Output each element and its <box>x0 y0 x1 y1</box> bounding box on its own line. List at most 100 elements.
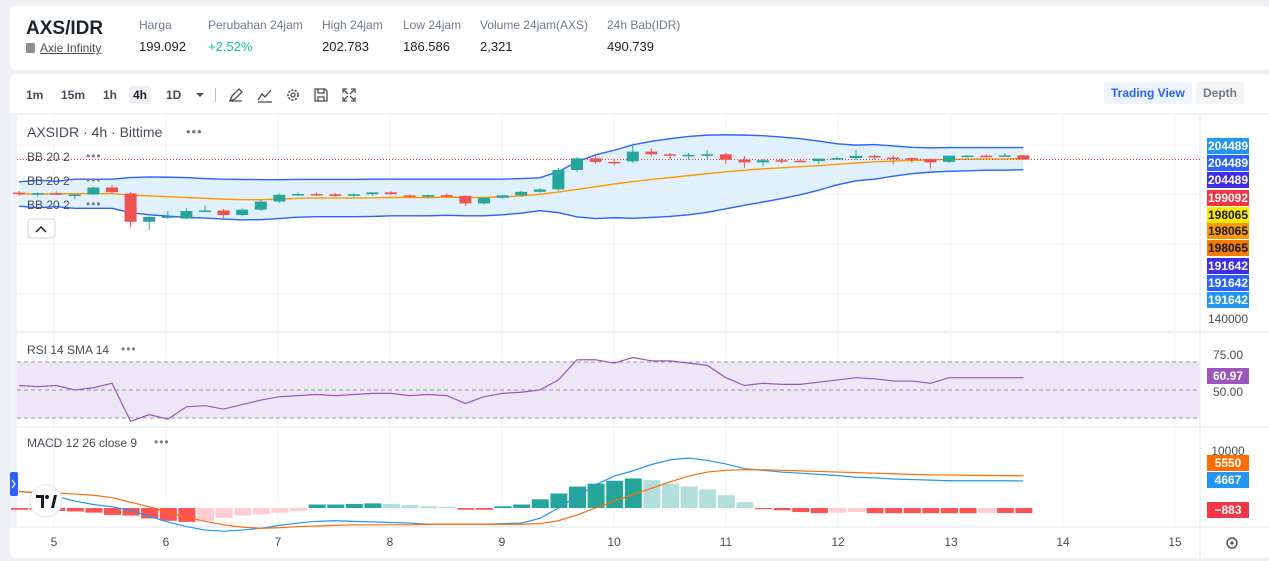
side-panel-toggle[interactable] <box>10 472 18 496</box>
macd-panel <box>11 457 1033 532</box>
settings-icon[interactable] <box>285 87 301 103</box>
macd-histogram-bar <box>1015 508 1033 514</box>
timeframe-4h[interactable]: 4h <box>129 86 152 104</box>
candle <box>738 155 751 168</box>
candle-series <box>13 143 1030 230</box>
candle <box>589 154 602 165</box>
candle-body <box>794 160 807 163</box>
rsi-legend: RSI 14 SMA 14 <box>27 343 109 357</box>
macd-histogram-bar <box>922 508 940 514</box>
candle <box>87 186 100 196</box>
legend-more-button[interactable]: ••• <box>186 124 203 139</box>
candle <box>403 194 416 197</box>
macd-histogram-bar <box>680 486 698 508</box>
chevron-right-icon <box>11 479 16 489</box>
macd-histogram-bar <box>959 508 977 514</box>
price-label: 191642 <box>1208 259 1248 273</box>
save-icon[interactable] <box>313 87 329 103</box>
macd-histogram-bar <box>457 508 475 510</box>
bb-more-button-2[interactable]: ••• <box>86 173 102 187</box>
macd-label-box <box>1207 472 1249 488</box>
price-scale[interactable]: 204489 204489 204489 199092 198065 198065 1980… <box>1207 138 1249 518</box>
candle <box>924 158 937 169</box>
bb-more-button-3[interactable]: ••• <box>86 197 102 211</box>
macd-histogram-bar <box>717 495 735 508</box>
candle <box>775 158 788 164</box>
time-axis[interactable]: 5 6 7 8 9 10 11 12 13 14 15 <box>51 535 1182 549</box>
collapse-legend-button[interactable] <box>27 218 56 239</box>
rsi-line <box>18 356 1024 423</box>
candle <box>905 157 918 163</box>
macd-label: 5550 <box>1215 456 1242 470</box>
candle-body <box>775 160 788 162</box>
bb-more-button-1[interactable]: ••• <box>86 149 102 163</box>
stat-2: High 24jam 202.783 <box>322 18 383 54</box>
toolbar-divider <box>215 88 216 102</box>
bollinger-bands <box>17 134 1200 221</box>
candle-body <box>943 155 955 162</box>
candle-body <box>236 209 249 216</box>
time-tick: 5 <box>51 535 58 549</box>
macd-histogram-bar <box>345 503 363 508</box>
candle <box>980 154 993 158</box>
fullscreen-icon[interactable] <box>341 87 357 103</box>
macd-more-button[interactable]: ••• <box>154 435 170 449</box>
stat-5: 24h Bab(IDR) 490.739 <box>607 18 680 54</box>
macd-histogram-bar <box>271 508 289 513</box>
price-tick: 140000 <box>1208 312 1248 326</box>
macd-histogram-bar <box>66 508 84 512</box>
pen-icon[interactable] <box>228 87 244 103</box>
time-tick: 15 <box>1168 535 1182 549</box>
stat-value: 199.092 <box>139 39 186 54</box>
candle <box>850 149 862 160</box>
price-label: 204489 <box>1208 156 1248 170</box>
chart-panel[interactable]: 1m 15m 1h 4h 1D Trading View Depth 20448… <box>10 74 1269 558</box>
time-tick: 6 <box>163 535 170 549</box>
macd-histogram-bar <box>438 506 456 508</box>
trading-view-button[interactable]: Trading View <box>1104 82 1192 104</box>
bb-legend-1: BB 20 2 <box>27 150 70 164</box>
timeframe-15m[interactable]: 15m <box>61 88 86 102</box>
candle-body <box>273 194 286 202</box>
stat-label: Perubahan 24jam <box>208 18 303 32</box>
candle <box>254 200 267 211</box>
rsi-value-box <box>1207 368 1249 384</box>
rsi-panel <box>17 356 1200 423</box>
time-tick: 9 <box>499 535 506 549</box>
price-label-box <box>1207 223 1249 239</box>
candle <box>1017 154 1030 160</box>
book-icon <box>26 43 35 53</box>
candle-body <box>998 155 1011 157</box>
candle <box>366 192 379 196</box>
macd-histogram-bar <box>699 489 717 508</box>
candle <box>180 208 193 220</box>
candle <box>757 159 769 167</box>
candle <box>478 197 490 205</box>
indicator-icon[interactable] <box>257 87 273 103</box>
macd-histogram-bar <box>178 508 196 522</box>
candlestick-chart[interactable]: 204489 204489 204489 199092 198065 198065 1980… <box>10 74 1269 558</box>
candle-body <box>589 158 602 162</box>
timeframe-1m[interactable]: 1m <box>26 88 44 102</box>
candle-body <box>905 158 918 160</box>
timeframe-1d[interactable]: 1D <box>166 88 182 102</box>
candle <box>608 158 621 166</box>
macd-histogram-bar <box>606 480 624 508</box>
macd-histogram-bar <box>252 508 270 515</box>
depth-button[interactable]: Depth <box>1196 82 1244 104</box>
chevron-up-icon <box>35 226 47 233</box>
chart-settings-button[interactable] <box>1226 537 1238 549</box>
macd-histogram-bar <box>308 504 326 508</box>
candle-body <box>887 157 900 160</box>
macd-label: 4667 <box>1215 473 1242 487</box>
rsi-more-button[interactable]: ••• <box>121 342 137 356</box>
candle-body <box>645 151 658 155</box>
coin-name-link[interactable]: Axie Infinity <box>26 41 101 55</box>
macd-histogram-bar <box>903 508 921 514</box>
chevron-down-icon[interactable] <box>192 87 208 103</box>
timeframe-1h[interactable]: 1h <box>103 88 118 102</box>
macd-histogram-bar <box>290 508 307 511</box>
candle <box>701 149 714 160</box>
candle <box>292 192 304 197</box>
price-label-box <box>1207 292 1249 308</box>
